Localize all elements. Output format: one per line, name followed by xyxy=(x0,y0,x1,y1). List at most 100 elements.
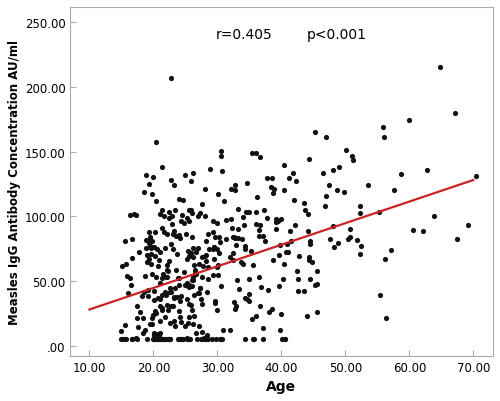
Point xyxy=(405,117,413,124)
Point xyxy=(184,336,192,342)
Point xyxy=(165,215,173,222)
Point xyxy=(164,336,172,342)
Point xyxy=(248,151,256,157)
Point xyxy=(152,274,160,280)
Point xyxy=(186,336,194,342)
Point xyxy=(227,216,235,223)
Point xyxy=(334,187,342,193)
Point xyxy=(284,249,292,256)
Point xyxy=(194,261,202,267)
Point xyxy=(212,264,220,270)
Point xyxy=(144,293,152,299)
Point xyxy=(156,249,164,255)
Point xyxy=(252,151,260,157)
Point xyxy=(194,214,202,220)
Point xyxy=(252,209,260,215)
Point xyxy=(214,263,222,269)
Point xyxy=(163,231,171,238)
Point xyxy=(239,214,247,221)
Point xyxy=(150,330,158,336)
Point xyxy=(146,235,154,241)
Point xyxy=(130,211,138,218)
Point xyxy=(236,286,244,292)
Point xyxy=(184,320,192,327)
Point xyxy=(330,245,338,251)
Point xyxy=(356,251,364,258)
Point xyxy=(218,168,226,174)
Point xyxy=(183,336,191,342)
Point xyxy=(132,212,140,218)
Point xyxy=(140,290,147,296)
Point xyxy=(423,168,431,174)
Point xyxy=(154,336,162,342)
Point xyxy=(186,250,194,257)
Point xyxy=(146,321,154,327)
Point xyxy=(150,332,158,338)
Point xyxy=(188,170,196,177)
Point xyxy=(170,294,178,301)
Point xyxy=(180,221,188,227)
Point xyxy=(188,234,196,241)
Point xyxy=(120,336,128,342)
Point xyxy=(126,275,134,282)
Point xyxy=(305,257,313,263)
Point xyxy=(182,279,190,286)
Point xyxy=(190,254,198,260)
Point xyxy=(152,139,160,146)
Point xyxy=(340,189,347,196)
Point xyxy=(158,164,166,171)
Point xyxy=(232,303,240,309)
Point xyxy=(176,235,184,241)
Point xyxy=(306,241,314,247)
Point xyxy=(242,296,250,302)
Point xyxy=(236,259,244,265)
Point xyxy=(312,281,320,288)
Point xyxy=(188,277,196,284)
Point xyxy=(184,283,192,290)
Point xyxy=(268,306,276,313)
Point xyxy=(217,154,225,160)
Point xyxy=(172,233,180,240)
Point xyxy=(149,174,157,180)
Point xyxy=(264,287,272,294)
Point xyxy=(150,336,158,342)
Point xyxy=(170,228,177,234)
Point xyxy=(233,277,241,284)
Point xyxy=(188,178,196,184)
Point xyxy=(164,336,172,342)
Point xyxy=(304,254,312,260)
Point xyxy=(156,296,164,303)
Point xyxy=(133,315,141,322)
Point xyxy=(348,158,356,164)
Point xyxy=(276,326,283,333)
Point xyxy=(143,336,151,342)
Point xyxy=(147,261,155,267)
Point xyxy=(364,182,372,189)
Point xyxy=(289,170,297,177)
Point xyxy=(249,336,257,342)
Point xyxy=(151,229,159,235)
Point xyxy=(152,310,160,316)
Point xyxy=(280,261,287,267)
Point xyxy=(342,147,350,154)
Point xyxy=(292,223,300,229)
Point xyxy=(160,271,168,277)
Point xyxy=(150,297,158,304)
Point xyxy=(126,213,134,219)
Point xyxy=(188,307,196,314)
Point xyxy=(170,296,177,302)
Point xyxy=(142,237,150,243)
Point xyxy=(216,336,224,342)
Point xyxy=(178,212,186,219)
Point xyxy=(140,273,148,279)
Point xyxy=(172,285,179,292)
Point xyxy=(245,291,253,297)
Point xyxy=(167,241,175,247)
Text: r=0.405: r=0.405 xyxy=(216,28,273,43)
Point xyxy=(230,234,238,240)
Point xyxy=(168,221,176,227)
Point xyxy=(334,241,342,247)
Point xyxy=(209,218,217,225)
Point xyxy=(151,253,159,259)
Point xyxy=(122,336,130,342)
